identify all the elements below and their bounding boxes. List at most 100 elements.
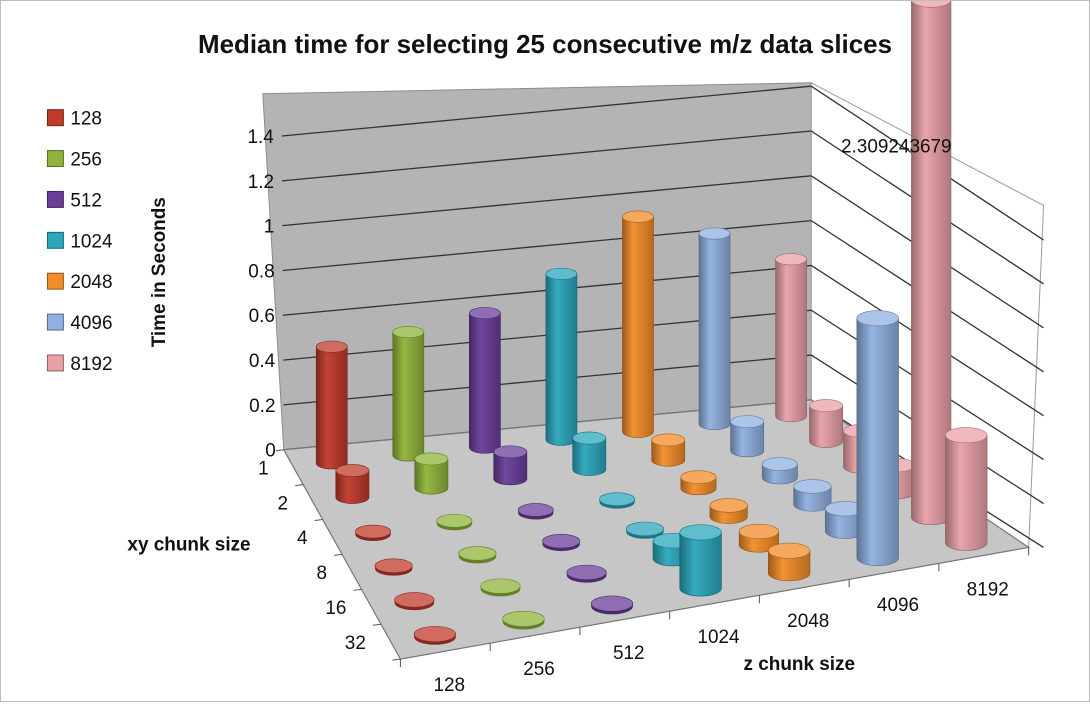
bar-4096-16: [824, 501, 866, 539]
bar-top: [738, 523, 779, 540]
bar-body: [518, 509, 554, 520]
depth-tick-label: 2: [278, 493, 289, 514]
bar-body: [599, 499, 635, 509]
y-tick-label: 0.2: [249, 396, 275, 417]
y-tick-label: 0.6: [249, 306, 275, 327]
legend-swatch: [46, 150, 64, 168]
legend-item-512: 512: [46, 190, 102, 211]
bar-body: [355, 531, 391, 542]
bar-annotation: 2.309243679: [841, 137, 952, 158]
bar-top: [775, 253, 807, 266]
bar-top: [517, 503, 554, 517]
bar-top: [698, 227, 731, 240]
bar-512-2: [493, 445, 528, 486]
depth-tick-mark: [392, 658, 401, 661]
bar-top: [590, 595, 634, 612]
y-tick-label: 0.4: [249, 351, 275, 372]
legend-swatch: [46, 190, 64, 208]
legend-swatch: [46, 313, 64, 331]
bar-top: [392, 326, 425, 339]
bar-2048-16: [738, 523, 779, 553]
bar-1024-2: [572, 431, 607, 476]
bar-body: [545, 273, 578, 446]
y-tick-label: 1.4: [247, 127, 273, 148]
bar-body: [502, 618, 545, 630]
bar-body: [374, 565, 413, 576]
bar-256-32: [502, 610, 545, 630]
bar-body: [775, 258, 807, 423]
bar-top: [545, 267, 578, 280]
bar-top: [730, 415, 765, 429]
bar-4096-4: [761, 457, 798, 485]
x-tick-label: 8192: [967, 579, 1009, 600]
tick-labels: 00.20.40.60.811.21.412825651210242048409…: [247, 127, 1008, 696]
y-tick-label: 1.2: [248, 172, 274, 193]
bar-4096-2: [730, 415, 765, 458]
bar-256-1: [392, 326, 425, 462]
bar-512-8: [542, 533, 581, 552]
bar-top: [679, 524, 722, 541]
bar-top: [374, 558, 413, 573]
bar-1024-32: [679, 524, 722, 597]
bar-body: [392, 331, 425, 462]
bar-body: [768, 550, 811, 582]
legend-label: 8192: [70, 354, 112, 375]
bar-body: [542, 541, 580, 552]
depth-tick-label: 16: [325, 598, 346, 619]
bar-body: [622, 216, 654, 438]
bar-128-8: [374, 558, 413, 576]
legend-label: 128: [70, 109, 102, 130]
bar-body: [730, 421, 765, 458]
bar-top: [335, 464, 370, 477]
x-axis-title: z chunk size: [743, 654, 855, 675]
gridline-back: [281, 85, 812, 137]
gridline-back: [281, 130, 812, 182]
bar-body: [480, 586, 521, 597]
bar-2048-32: [768, 542, 811, 582]
bar-2048-4: [680, 470, 717, 496]
legend-item-256: 256: [46, 150, 102, 171]
bar-top: [572, 431, 607, 445]
gridline-back: [282, 175, 812, 227]
bar-top: [542, 533, 581, 549]
bar-body: [436, 520, 473, 531]
bar-128-16: [394, 592, 435, 611]
x-tick-label: 2048: [787, 611, 829, 632]
bar-top: [394, 592, 435, 608]
bar-top: [709, 498, 748, 513]
bar-top: [599, 492, 636, 506]
depth-tick-label: 32: [345, 633, 366, 654]
bar-top: [413, 626, 457, 643]
bar-body: [335, 470, 370, 504]
y-tick-label: 1: [264, 217, 275, 238]
bar-top: [945, 427, 988, 444]
bar-body: [698, 233, 731, 430]
bar-body: [414, 458, 449, 495]
bar-top: [856, 310, 899, 327]
legend-swatch: [46, 231, 64, 249]
bar-128-32: [413, 626, 457, 645]
bar-top: [315, 340, 348, 353]
bar-8192-32: [945, 427, 988, 551]
bar-body: [566, 572, 607, 583]
bar-body: [572, 437, 607, 476]
bar-top: [469, 307, 501, 320]
depth-tick-label: 8: [316, 563, 327, 584]
bar-1024-8: [625, 521, 664, 539]
bar-body: [809, 405, 844, 448]
depth-tick-mark: [334, 553, 343, 556]
bars-group: [315, 0, 988, 645]
y-axis-title: Time in Seconds: [149, 197, 170, 347]
depth-tick-mark: [372, 623, 382, 626]
bar-2048-8: [709, 498, 748, 524]
bar-top: [680, 470, 717, 484]
bar-top: [768, 542, 811, 559]
depth-tick-mark: [275, 449, 284, 452]
bar-body: [911, 0, 952, 525]
bar-top: [480, 578, 521, 594]
legend-label: 2048: [70, 272, 112, 293]
bar-body: [679, 532, 722, 597]
legend-swatch: [46, 354, 64, 372]
bar-128-4: [355, 524, 391, 542]
bar-top: [493, 445, 528, 459]
